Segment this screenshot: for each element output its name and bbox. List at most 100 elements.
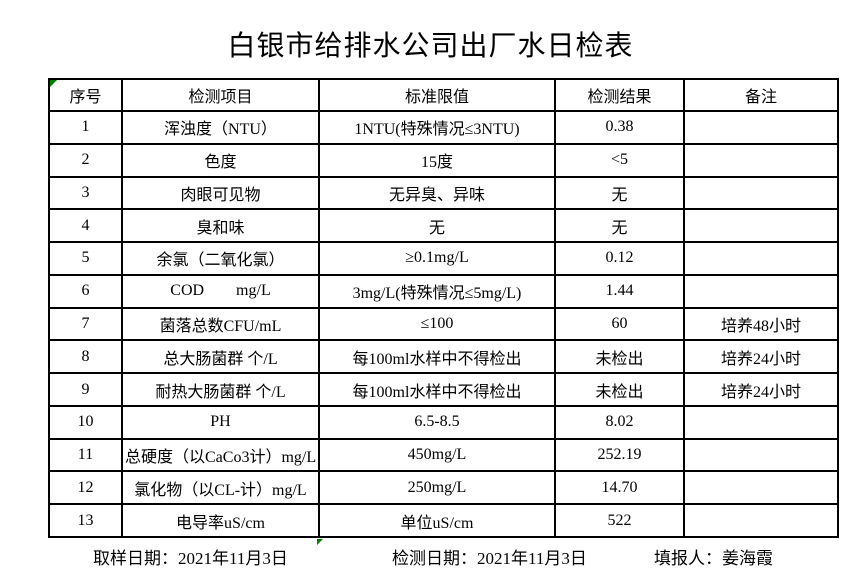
table-cell: 未检出: [554, 372, 685, 407]
table-cell: 15度: [318, 142, 556, 178]
table-cell: 无: [318, 208, 556, 244]
table-cell: 252.19: [554, 437, 685, 473]
table-row: 12 氯化物（以CL-计）mg/L 250mg/L 14.70: [48, 470, 839, 506]
table-cell: 每100ml水样中不得检出: [318, 339, 556, 375]
table-cell: 12: [48, 470, 123, 506]
table-cell: PH: [121, 404, 320, 440]
table-cell: 菌落总数CFU/mL: [121, 306, 320, 342]
column-header: 标准限值: [318, 78, 556, 112]
table-cell: 培养24小时: [683, 339, 839, 375]
table-cell: 肉眼可见物: [121, 175, 320, 211]
table-cell: 7: [48, 306, 123, 342]
table-cell: 余氯（二氧化氯）: [121, 241, 320, 276]
sampling-date-label: 取样日期：: [93, 549, 178, 568]
table-cell: [683, 470, 839, 506]
table-row: 7 菌落总数CFU/mL ≤100 60 培养48小时: [48, 306, 839, 342]
table-row: 3 肉眼可见物 无异臭、异味无: [48, 175, 839, 211]
table-cell: 11: [48, 437, 123, 473]
table-cell: 1NTU(特殊情况≤3NTU): [318, 110, 556, 145]
column-header: 备注: [683, 78, 839, 112]
table-cell: 10: [48, 404, 123, 440]
table-row: 5 余氯（二氧化氯） ≥0.1mg/L 0.12: [48, 241, 839, 276]
table-cell: 3: [48, 175, 123, 211]
table-cell: 总大肠菌群 个/L: [121, 339, 320, 375]
page-title: 白银市给排水公司出厂水日检表: [227, 31, 634, 62]
table-cell: 4: [48, 208, 123, 244]
table-cell: [683, 437, 839, 473]
table-row: 4 臭和味无无: [48, 208, 839, 244]
table-row: 2 色度 15度 <5: [48, 142, 839, 178]
column-header: 序号: [48, 78, 123, 112]
table-cell: 无: [554, 208, 685, 244]
table-cell: 250mg/L: [318, 470, 556, 506]
table-cell: [683, 404, 839, 440]
table-cell: 2: [48, 142, 123, 178]
table-cell: [683, 142, 839, 178]
table-cell: 每100ml水样中不得检出: [318, 372, 556, 407]
table-cell: 单位uS/cm: [318, 503, 556, 538]
excel-error-marker-icon: [50, 80, 57, 87]
column-header: 检测结果: [554, 78, 685, 112]
table-cell: ≤100: [318, 306, 556, 342]
table-cell: 总硬度（以CaCo3计）mg/L: [121, 437, 320, 473]
reporter: 填报人：姜海霞: [654, 544, 773, 569]
table-cell: 60: [554, 306, 685, 342]
column-header: 检测项目: [121, 78, 320, 112]
table-cell: 臭和味: [121, 208, 320, 244]
table-body: 1 浑浊度（NTU） 1NTU(特殊情况≤3NTU) 0.38 2 色度 15度 <5 3 肉眼可…: [48, 110, 839, 538]
footer: 取样日期：2021年11月3日 检测日期：2021年11月3日 填报人：姜海霞: [0, 544, 861, 570]
table-cell: 无异臭、异味: [318, 175, 556, 211]
table-cell: 色度: [121, 142, 320, 178]
table-cell: 14.70: [554, 470, 685, 506]
table-row: 6 COD mg/L 3mg/L(特殊情况≤5mg/L) 1.44: [48, 273, 839, 309]
sampling-date: 取样日期：2021年11月3日: [93, 544, 288, 569]
table-cell: 8: [48, 339, 123, 375]
table-cell: [683, 208, 839, 244]
table-cell: 培养48小时: [683, 306, 839, 342]
table-cell: 9: [48, 372, 123, 407]
table-cell: 1: [48, 110, 123, 145]
table-row: 1 浑浊度（NTU） 1NTU(特殊情况≤3NTU) 0.38: [48, 110, 839, 145]
table-row: 11 总硬度（以CaCo3计）mg/L 450mg/L 252.19: [48, 437, 839, 473]
inspection-table: 序号 检测项目 标准限值 检测结果 备注 1 浑浊度（NTU） 1NTU(特殊情况≤3NTU…: [48, 78, 839, 538]
table-cell: 5: [48, 241, 123, 276]
table-cell: ≥0.1mg/L: [318, 241, 556, 276]
table-cell: [683, 241, 839, 276]
table-row: 9 耐热大肠菌群 个/L 每100ml水样中不得检出 未检出 培养24小时: [48, 372, 839, 407]
table-cell: 0.12: [554, 241, 685, 276]
table-cell: [683, 175, 839, 211]
table-cell: 0.38: [554, 110, 685, 145]
table-cell: 无: [554, 175, 685, 211]
table-row: 13 电导率uS/cm 单位uS/cm 522: [48, 503, 839, 538]
table-cell: 522: [554, 503, 685, 538]
table-cell: 3mg/L(特殊情况≤5mg/L): [318, 273, 556, 309]
table-cell: 6.5-8.5: [318, 404, 556, 440]
table-cell: 氯化物（以CL-计）mg/L: [121, 470, 320, 506]
testing-date: 检测日期：2021年11月3日: [392, 544, 587, 569]
table-cell: 培养24小时: [683, 372, 839, 407]
table-cell: [683, 273, 839, 309]
excel-error-marker-icon: [317, 539, 323, 545]
table-cell: 浑浊度（NTU）: [121, 110, 320, 145]
table-row: 8 总大肠菌群 个/L 每100ml水样中不得检出 未检出 培养24小时: [48, 339, 839, 375]
table-cell: 6: [48, 273, 123, 309]
reporter-label: 填报人：: [654, 549, 722, 568]
reporter-name: 姜海霞: [722, 549, 773, 568]
table-row: 10 PH 6.5-8.5 8.02: [48, 404, 839, 440]
table-cell: 耐热大肠菌群 个/L: [121, 372, 320, 407]
table-cell: [683, 503, 839, 538]
testing-date-label: 检测日期：: [392, 549, 477, 568]
table-cell: 电导率uS/cm: [121, 503, 320, 538]
testing-date-value: 2021年11月3日: [477, 549, 587, 568]
table-cell: <5: [554, 142, 685, 178]
sampling-date-value: 2021年11月3日: [178, 549, 288, 568]
table-cell: 450mg/L: [318, 437, 556, 473]
table-cell: COD mg/L: [121, 273, 320, 309]
table-cell: 13: [48, 503, 123, 538]
table-cell: [683, 110, 839, 145]
table-cell: 未检出: [554, 339, 685, 375]
table-cell: 8.02: [554, 404, 685, 440]
table-header-row: 序号 检测项目 标准限值 检测结果 备注: [48, 78, 839, 112]
table-cell: 1.44: [554, 273, 685, 309]
